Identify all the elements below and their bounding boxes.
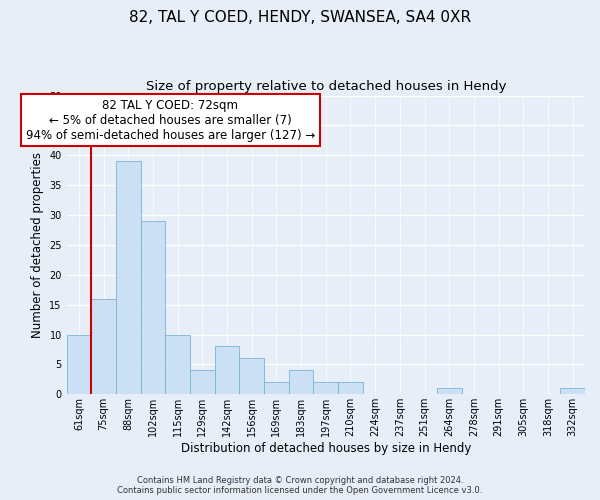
Bar — [437, 388, 461, 394]
Text: Contains HM Land Registry data © Crown copyright and database right 2024.
Contai: Contains HM Land Registry data © Crown c… — [118, 476, 482, 495]
Title: Size of property relative to detached houses in Hendy: Size of property relative to detached ho… — [146, 80, 506, 93]
Bar — [338, 382, 363, 394]
Bar — [190, 370, 215, 394]
Bar — [67, 334, 91, 394]
Bar — [239, 358, 264, 394]
Bar — [264, 382, 289, 394]
Bar — [140, 221, 166, 394]
Bar — [560, 388, 585, 394]
Bar — [91, 298, 116, 394]
Bar — [116, 162, 140, 394]
Text: 82, TAL Y COED, HENDY, SWANSEA, SA4 0XR: 82, TAL Y COED, HENDY, SWANSEA, SA4 0XR — [129, 10, 471, 25]
Bar — [289, 370, 313, 394]
Y-axis label: Number of detached properties: Number of detached properties — [31, 152, 44, 338]
Bar — [166, 334, 190, 394]
Bar — [215, 346, 239, 395]
Bar — [313, 382, 338, 394]
X-axis label: Distribution of detached houses by size in Hendy: Distribution of detached houses by size … — [181, 442, 471, 455]
Text: 82 TAL Y COED: 72sqm
← 5% of detached houses are smaller (7)
94% of semi-detache: 82 TAL Y COED: 72sqm ← 5% of detached ho… — [26, 98, 315, 142]
